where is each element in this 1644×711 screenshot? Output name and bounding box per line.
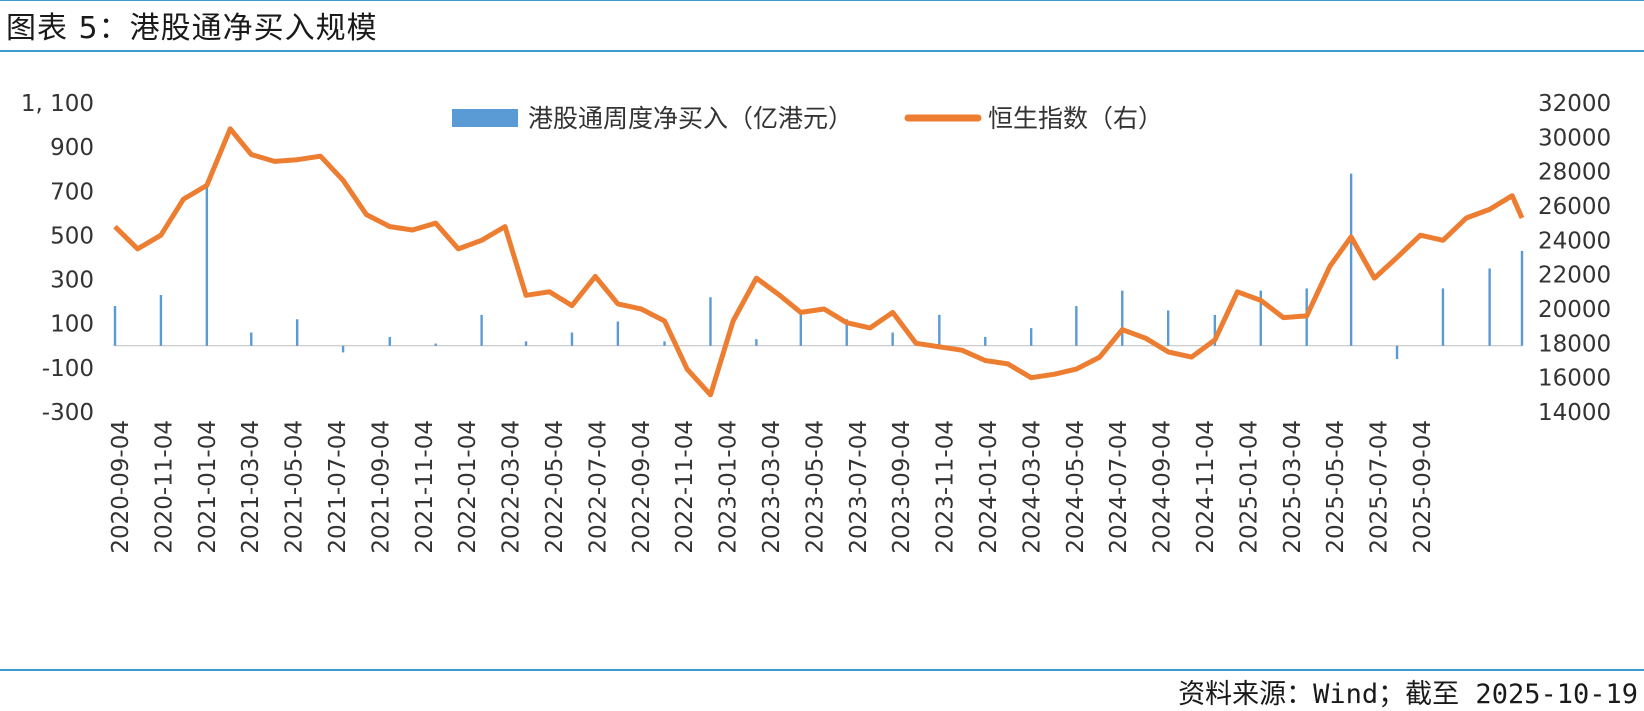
x-tick-label: 2023-05-04 [802,420,828,554]
x-tick-label: 2024-11-04 [1193,420,1219,554]
left-tick-label: 700 [50,179,94,205]
x-tick-label: 2024-05-04 [1063,420,1089,554]
bar [755,339,758,346]
x-tick-label: 2022-07-04 [585,420,611,554]
bar [1121,290,1124,346]
bar [1029,328,1033,346]
x-tick-label: 2024-01-04 [976,420,1002,554]
title-rule [0,50,1644,52]
bar [1213,314,1217,346]
bar [250,332,253,346]
right-tick-label: 22000 [1538,263,1611,289]
x-tick-label: 2022-05-04 [542,420,568,554]
bar [570,332,574,346]
x-tick-label: 2021-03-04 [238,420,264,554]
bar [113,306,117,346]
x-tick-label: 2023-07-04 [846,420,872,554]
bar [1166,310,1170,346]
right-tick-label: 24000 [1538,228,1611,254]
x-tick-label: 2024-09-04 [1150,420,1176,554]
bar-series [113,173,1524,360]
bar [891,332,894,346]
right-tick-label: 18000 [1538,331,1611,357]
bar [341,345,345,353]
bar [1441,288,1445,346]
bar [1395,345,1399,360]
x-tick-label: 2021-11-04 [412,420,438,554]
x-tick-label: 2022-01-04 [455,420,481,554]
x-tick-label: 2024-03-04 [1019,420,1045,554]
bar [1520,250,1524,346]
source-note: 资料来源：Wind；截至 2025-10-19 [1178,679,1638,710]
x-tick-label: 2021-09-04 [368,420,394,554]
left-tick-label: 1, 100 [21,91,94,117]
page-title: 图表 5：港股通净买入规模 [6,11,378,46]
bar [1488,268,1491,346]
bar [616,321,620,346]
bar [388,336,391,346]
bar [434,343,437,346]
right-tick-label: 16000 [1538,366,1611,392]
x-tick-label: 2025-05-04 [1323,420,1349,554]
x-tick-label: 2023-09-04 [889,420,915,554]
bar [524,341,528,346]
right-tick-label: 26000 [1538,194,1611,220]
top-rule [0,0,1644,1]
left-tick-label: 500 [50,223,94,249]
left-tick-label: 900 [50,135,94,161]
bar [663,341,666,346]
x-tick-label: 2025-01-04 [1236,420,1262,554]
x-tick-label: 2021-07-04 [325,420,351,554]
x-tick-label: 2023-01-04 [716,420,742,554]
x-tick-label: 2023-03-04 [759,420,785,554]
left-axis: 1, 100 900 700 500 300 100 -100 -300 [21,91,94,426]
x-tick-label: 2021-05-04 [282,420,308,554]
left-tick-label: -100 [42,356,94,382]
legend-bar-label: 港股通周度净买入（亿港元） [528,104,853,133]
legend-line-label: 恒生指数（右） [988,104,1163,133]
bottom-rule [0,669,1644,671]
left-tick-label: -300 [42,400,94,426]
bar [1259,290,1262,346]
x-tick-label: 2020-09-04 [108,420,134,554]
x-tick-label: 2021-01-04 [195,420,221,554]
x-tick-label: 2025-07-04 [1367,420,1393,554]
x-tick-label: 2023-11-04 [933,420,959,554]
bar [480,314,483,346]
bar [159,295,163,346]
x-axis: 2020-09-04 2020-11-04 2021-01-04 2021-03-04… [108,420,1436,554]
x-tick-label: 2024-07-04 [1106,420,1132,554]
x-tick-label: 2025-03-04 [1280,420,1306,554]
left-tick-label: 100 [50,312,94,338]
legend: 港股通周度净买入（亿港元） 恒生指数（右） [452,104,1163,133]
right-tick-label: 28000 [1538,160,1611,186]
bar [845,319,848,346]
bar [984,336,987,346]
x-tick-label: 2022-09-04 [629,420,655,554]
right-axis: 32000 30000 28000 26000 24000 22000 20000 18000… [1538,91,1611,426]
bar [709,297,712,346]
bar [799,312,803,346]
right-tick-label: 14000 [1538,400,1611,426]
x-tick-label: 2025-09-04 [1410,420,1436,554]
bar [295,319,299,346]
x-tick-label: 2022-11-04 [672,420,698,554]
right-tick-label: 30000 [1538,125,1611,151]
legend-bar-swatch [452,109,518,127]
bar [938,314,941,346]
x-tick-label: 2020-11-04 [151,420,177,554]
bar [1075,306,1078,346]
bar [205,186,209,346]
right-tick-label: 20000 [1538,297,1611,323]
x-tick-label: 2022-03-04 [499,420,525,554]
hsi-line-series [113,126,1525,398]
bar [1349,173,1353,346]
left-tick-label: 300 [50,268,94,294]
right-tick-label: 32000 [1538,91,1611,117]
